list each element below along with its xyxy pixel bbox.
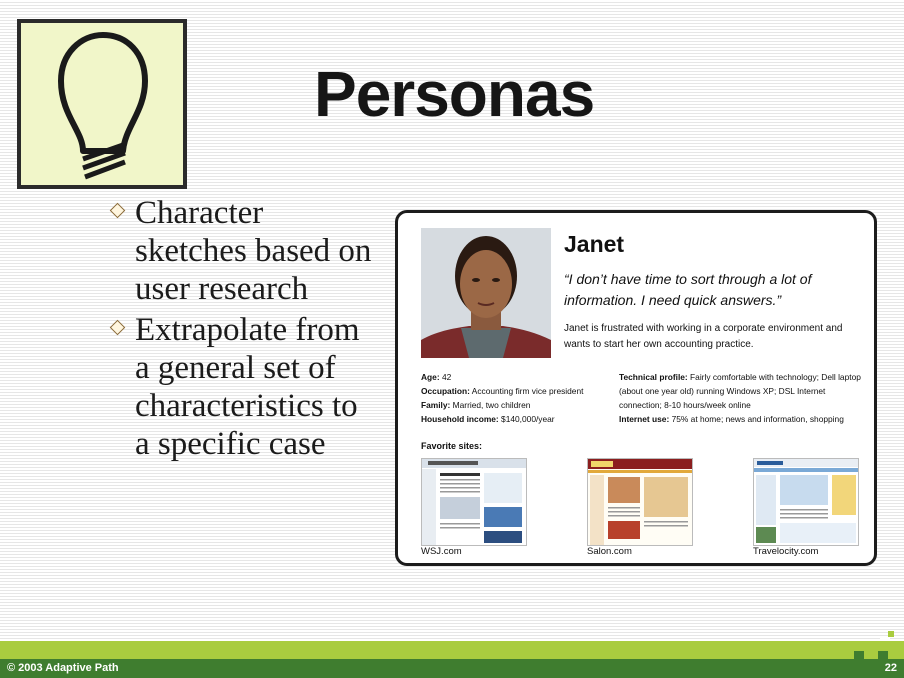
detail-value: 42 [441, 372, 452, 382]
persona-summary: Janet is frustrated with working in a co… [564, 323, 843, 350]
footer-decoration [878, 651, 888, 659]
persona-card: Janet “I don’t have time to sort through… [395, 210, 877, 566]
site-label: Travelocity.com [753, 546, 819, 557]
bullet-text: Extrapolate from a general set of charac… [135, 312, 360, 462]
site-label: Salon.com [587, 546, 632, 557]
detail-label: Occupation: [421, 386, 470, 396]
copyright-text: © 2003 Adaptive Path [7, 662, 119, 674]
diamond-bullet-icon [109, 319, 126, 336]
detail-label: Age: [421, 372, 440, 382]
detail-value: $140,000/year [501, 414, 555, 424]
bullet-list: Character sketches based on user researc… [108, 194, 378, 466]
detail-value: Fairly comfortable with technology; Dell… [619, 372, 861, 410]
footer-decoration [854, 651, 864, 659]
diamond-bullet-icon [109, 202, 126, 219]
persona-photo [421, 228, 551, 358]
footer-band [0, 641, 904, 659]
persona-details-left: Age: 42 Occupation: Accounting firm vice… [421, 370, 611, 426]
persona-quote: “I don’t have time to sort through a lot… [564, 271, 812, 308]
detail-value: 75% at home; news and information, shopp… [671, 414, 844, 424]
persona-details-right: Technical profile: Fairly comfortable wi… [619, 370, 864, 426]
favorite-sites-label: Favorite sites: [421, 441, 483, 451]
detail-row: Internet use: 75% at home; news and info… [619, 412, 864, 426]
site-thumbnail-salon [587, 458, 693, 546]
footer-bar [0, 659, 904, 678]
lightbulb-logo [17, 19, 187, 189]
detail-row: Occupation: Accounting firm vice preside… [421, 384, 611, 398]
detail-value: Married, two children [452, 400, 531, 410]
slide-title: Personas [314, 58, 595, 130]
detail-row: Family: Married, two children [421, 398, 611, 412]
footer-decoration [888, 631, 894, 637]
persona-name: Janet [564, 231, 625, 257]
lightbulb-icon [58, 32, 148, 180]
site-label: WSJ.com [421, 546, 462, 557]
bullet-text: Character sketches based on user researc… [135, 195, 372, 307]
detail-value: Accounting firm vice president [471, 386, 584, 396]
detail-label: Technical profile: [619, 372, 688, 382]
detail-label: Household income: [421, 414, 499, 424]
detail-label: Internet use: [619, 414, 670, 424]
detail-row: Technical profile: Fairly comfortable wi… [619, 370, 864, 412]
detail-row: Household income: $140,000/year [421, 412, 611, 426]
detail-label: Family: [421, 400, 451, 410]
page-number: 22 [884, 662, 897, 674]
bullet-item: Character sketches based on user researc… [108, 194, 378, 308]
bullet-item: Extrapolate from a general set of charac… [108, 311, 378, 463]
site-thumbnail-wsj [421, 458, 527, 546]
site-thumbnail-travelocity [753, 458, 859, 546]
detail-row: Age: 42 [421, 370, 611, 384]
